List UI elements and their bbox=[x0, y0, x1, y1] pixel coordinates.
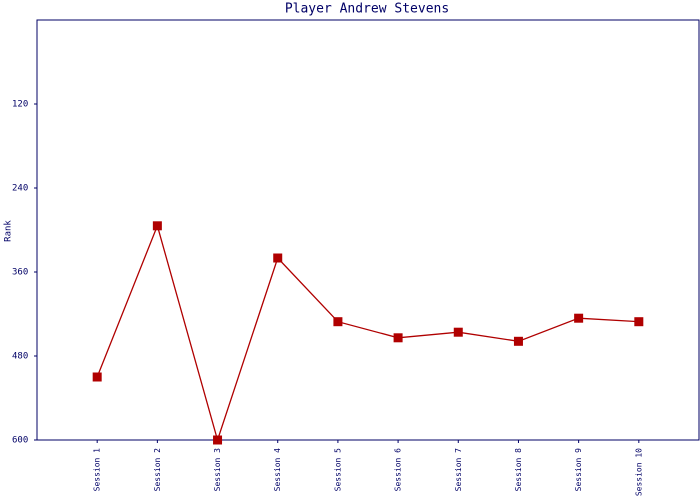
marker bbox=[152, 221, 162, 231]
marker bbox=[273, 253, 283, 263]
marker bbox=[92, 372, 102, 382]
y-tick-label: 360 bbox=[12, 268, 28, 278]
marker bbox=[213, 435, 223, 445]
x-tick-label: Session 1 bbox=[93, 448, 102, 492]
x-tick-label: Session 4 bbox=[273, 448, 282, 492]
y-tick-label: 600 bbox=[12, 436, 28, 446]
x-tick-label: Session 5 bbox=[333, 448, 342, 492]
marker bbox=[393, 333, 403, 343]
marker bbox=[333, 317, 343, 327]
x-tick-label: Session 2 bbox=[153, 448, 162, 492]
line bbox=[96, 223, 639, 443]
y-axis-label: Rank bbox=[4, 220, 14, 242]
chart-title: Player Andrew Stevens bbox=[285, 2, 449, 17]
x-tick-label: Session 6 bbox=[394, 448, 403, 492]
y-tick-label: 120 bbox=[12, 100, 28, 110]
y-tick-label: 240 bbox=[12, 184, 28, 194]
x-tick-label: Session 9 bbox=[574, 448, 583, 492]
plot-frame bbox=[36, 19, 700, 441]
x-tick-label: Session 10 bbox=[634, 448, 643, 496]
y-tick-label: 480 bbox=[12, 352, 28, 362]
marker bbox=[453, 327, 463, 337]
marker bbox=[634, 317, 644, 327]
marker bbox=[574, 313, 584, 323]
x-tick-label: Session 7 bbox=[454, 448, 463, 492]
x-tick-label: Session 3 bbox=[213, 448, 222, 492]
x-tick-label: Session 8 bbox=[514, 448, 523, 492]
marker bbox=[513, 336, 523, 346]
